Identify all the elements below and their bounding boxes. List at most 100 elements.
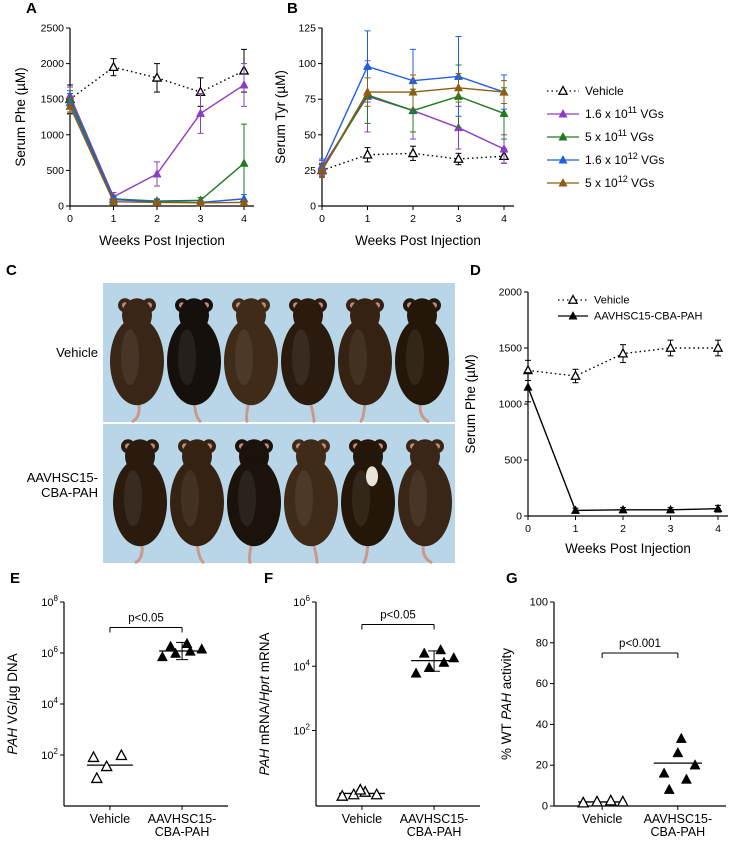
vehicle-photo-label: Vehicle (56, 345, 98, 360)
panel-a-label: A (26, 0, 37, 17)
svg-text:500: 500 (46, 165, 64, 177)
svg-text:60: 60 (536, 678, 548, 690)
legend-item-label: 5 x 1012 VGs (585, 174, 655, 191)
svg-text:104: 104 (41, 696, 58, 711)
svg-text:0: 0 (319, 213, 325, 225)
svg-text:2000: 2000 (41, 58, 65, 70)
serum-tyr-dose-chart: 0 25 50 75 100 125 0 1 2 3 4 Weeks Post Injection Se… (273, 23, 514, 248)
svg-text:75: 75 (304, 94, 316, 106)
svg-text:100: 100 (530, 597, 548, 609)
svg-text:Serum Phe (µM): Serum Phe (µM) (463, 354, 478, 453)
panel-b-label: B (287, 0, 298, 17)
svg-text:2: 2 (154, 213, 160, 225)
svg-text:0: 0 (542, 801, 548, 813)
legend-item-label: 5 x 1011 VGs (585, 128, 654, 145)
svg-text:1: 1 (573, 523, 579, 535)
svg-text:1000: 1000 (41, 129, 65, 141)
svg-text:2: 2 (410, 213, 416, 225)
treated-photo-label: AAVHSC15- CBA-PAH (8, 470, 98, 500)
svg-text:1500: 1500 (41, 94, 65, 106)
treated-mice-photo (103, 424, 455, 564)
svg-text:% WT PAH activity: % WT PAH activity (499, 648, 514, 760)
svg-text:0: 0 (516, 511, 522, 523)
svg-text:Vehicle: Vehicle (90, 812, 130, 826)
svg-text:1000: 1000 (499, 399, 523, 411)
svg-text:1500: 1500 (499, 343, 523, 355)
svg-text:PAH mRNA/Hprt mRNA: PAH mRNA/Hprt mRNA (257, 632, 272, 775)
svg-text:104: 104 (293, 658, 310, 673)
svg-text:0: 0 (58, 201, 64, 213)
svg-text:102: 102 (41, 747, 58, 762)
vehicle-mice-photo (103, 283, 455, 423)
svg-text:PAH VG/µg DNA: PAH VG/µg DNA (5, 653, 20, 754)
legend-item-label: Vehicle (585, 84, 624, 98)
svg-text:Vehicle: Vehicle (582, 812, 622, 826)
panel-g-label: G (506, 570, 518, 587)
svg-text:106: 106 (293, 594, 310, 609)
legend-item-label: 1.6 x 1011 VGs (585, 105, 664, 122)
treated-photo-label-line1: AAVHSC15- (26, 470, 98, 485)
svg-text:108: 108 (41, 594, 58, 609)
svg-text:0: 0 (525, 523, 531, 535)
legend-item: 5 x 1011 VGs (546, 128, 664, 145)
svg-text:Weeks Post Injection: Weeks Post Injection (355, 233, 481, 248)
legend-item: 1.6 x 1012 VGs (546, 151, 665, 168)
svg-text:40: 40 (536, 719, 548, 731)
svg-text:AAVHSC15-CBA-PAH: AAVHSC15-CBA-PAH (594, 311, 702, 323)
svg-text:Weeks Post Injection: Weeks Post Injection (565, 541, 691, 556)
svg-text:1: 1 (365, 213, 371, 225)
panel-f-label: F (264, 570, 274, 587)
open-triangle-marker-icon (547, 85, 579, 95)
svg-text:1: 1 (111, 213, 117, 225)
filled-triangle-marker-icon (547, 154, 579, 164)
svg-text:20: 20 (536, 760, 548, 772)
legend-item: Vehicle (546, 84, 664, 98)
treated-photo-label-line2: CBA-PAH (41, 485, 98, 500)
svg-text:3: 3 (456, 213, 462, 225)
svg-text:Vehicle: Vehicle (594, 295, 629, 307)
svg-text:100: 100 (298, 58, 316, 70)
serum-phe-treatment-chart: 0 500 1000 1500 2000 0 1 2 3 4 Weeks Post Injectio… (463, 287, 728, 556)
panel-e-label: E (10, 570, 21, 587)
svg-text:AAVHSC15-CBA-PAH: AAVHSC15-CBA-PAH (644, 812, 713, 839)
svg-text:50: 50 (304, 129, 316, 141)
legend-item: 5 x 1012 VGs (546, 174, 664, 191)
panel-c-label: C (6, 262, 17, 279)
filled-triangle-marker-icon (547, 177, 579, 187)
svg-text:4: 4 (241, 213, 247, 225)
svg-text:Serum Tyr (µM): Serum Tyr (µM) (273, 70, 288, 164)
svg-text:2000: 2000 (499, 287, 523, 299)
svg-text:Weeks Post Injection: Weeks Post Injection (99, 233, 225, 248)
svg-text:AAVHSC15-CBA-PAH: AAVHSC15-CBA-PAH (400, 812, 469, 839)
svg-text:Serum Phe (µM): Serum Phe (µM) (13, 67, 28, 166)
svg-text:AAVHSC15-CBA-PAH: AAVHSC15-CBA-PAH (148, 812, 217, 839)
svg-text:2: 2 (620, 523, 626, 535)
svg-text:p<0.05: p<0.05 (380, 609, 416, 621)
svg-text:4: 4 (715, 523, 721, 535)
svg-text:4: 4 (501, 213, 507, 225)
svg-text:102: 102 (293, 723, 310, 738)
pah-activity-scatter: 0 20 40 60 80 100 % WT PAH activity Vehicle AAVH… (499, 597, 726, 839)
svg-text:3: 3 (668, 523, 674, 535)
panel-d-label: D (470, 262, 481, 279)
svg-text:p<0.001: p<0.001 (619, 638, 661, 650)
legend-item-label: 1.6 x 1012 VGs (585, 151, 665, 168)
filled-triangle-marker-icon (547, 108, 579, 118)
vg-biodistribution-scatter: 102 104 106 108 PAH VG/µg DNA Vehicle AAVHSC15… (5, 594, 228, 839)
svg-text:2500: 2500 (41, 23, 65, 35)
svg-text:125: 125 (298, 23, 316, 35)
serum-phe-dose-chart: 0 500 1000 1500 2000 2500 0 1 2 3 4 Weeks Post Inje… (13, 23, 254, 248)
svg-text:0: 0 (67, 213, 73, 225)
mrna-expression-scatter: 102 104 106 PAH mRNA/Hprt mRNA Vehicle AAVHSC… (257, 594, 480, 839)
svg-text:106: 106 (41, 645, 58, 660)
svg-text:0: 0 (310, 201, 316, 213)
filled-triangle-marker-icon (547, 131, 579, 141)
svg-text:25: 25 (304, 165, 316, 177)
legend-item: 1.6 x 1011 VGs (546, 105, 664, 122)
dose-legend: Vehicle 1.6 x 1011 VGs 5 x 1011 VGs 1.6 x 1… (546, 84, 664, 190)
svg-text:3: 3 (198, 213, 204, 225)
svg-text:p<0.05: p<0.05 (128, 613, 164, 625)
svg-text:80: 80 (536, 637, 548, 649)
svg-text:Vehicle: Vehicle (342, 812, 382, 826)
